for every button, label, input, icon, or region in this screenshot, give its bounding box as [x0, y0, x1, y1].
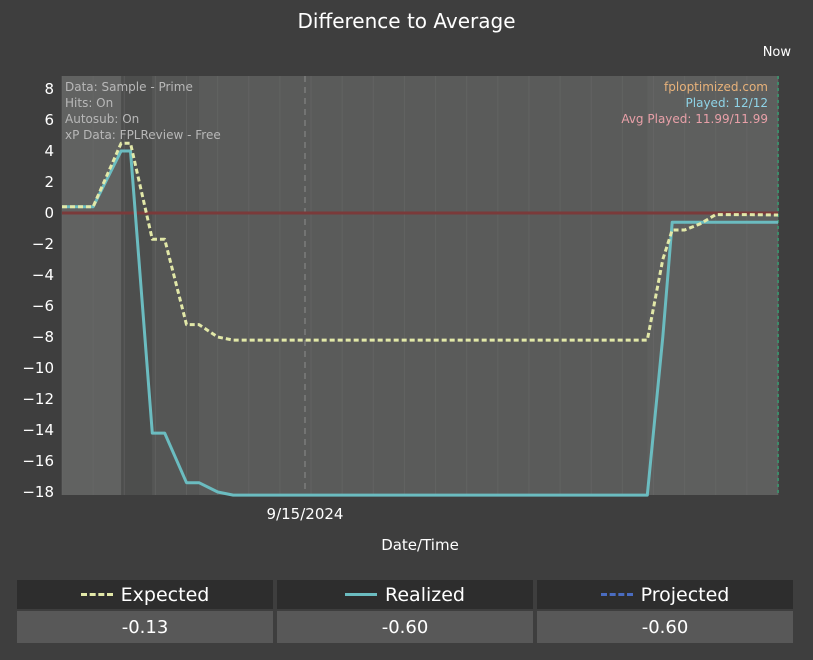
y-tick-label: 2: [44, 173, 54, 191]
y-tick-label: −12: [22, 390, 54, 408]
info-right-line: Avg Played: 11.99/11.99: [621, 112, 768, 126]
legend-label-projected: Projected: [640, 583, 730, 606]
y-tick-label: −18: [22, 483, 54, 501]
y-tick-label: −10: [22, 359, 54, 377]
legend-expected: Expected -0.13: [17, 580, 273, 643]
y-tick-label: −6: [32, 297, 54, 315]
x-axis-label: Date/Time: [381, 536, 459, 554]
series-expected-line: [62, 141, 779, 342]
time-band: [647, 76, 778, 495]
legend-label-expected: Expected: [120, 583, 210, 606]
time-band: [62, 76, 122, 495]
line-chart: 8 6 4 2 0 −2 −4 −6 −8 −10 −12 −14 −16 −18 9/15/2024 Da…: [22, 76, 779, 554]
legend-realized: Realized -0.60: [277, 580, 533, 643]
legend-table: Expected -0.13 Realized -0.60 Projected …: [17, 580, 793, 643]
realized-swatch: [345, 593, 378, 596]
series-realized-line: [62, 149, 778, 497]
y-tick-label: −14: [22, 421, 54, 439]
now-label: Now: [762, 45, 791, 60]
y-tick-label: −16: [22, 452, 54, 470]
info-left-line: Data: Sample - Prime: [65, 80, 193, 94]
info-left-line: Autosub: On: [65, 112, 139, 126]
legend-value-realized: -0.60: [277, 611, 533, 643]
time-band: [121, 76, 153, 495]
legend-projected: Projected -0.60: [537, 580, 793, 643]
y-tick-label: 8: [44, 80, 54, 98]
info-left-line: Hits: On: [65, 96, 113, 110]
chart-title: Difference to Average: [297, 9, 516, 33]
expected-swatch: [80, 593, 113, 596]
projected-swatch: [600, 593, 633, 596]
legend-value-expected: -0.13: [17, 611, 273, 643]
legend-value-projected: -0.60: [537, 611, 793, 643]
y-tick-label: 6: [44, 111, 54, 129]
info-left-line: xP Data: FPLReview - Free: [65, 128, 221, 142]
info-right-line: fploptimized.com: [664, 80, 768, 94]
y-tick-label: 4: [44, 142, 54, 160]
y-tick-label: 0: [44, 204, 54, 222]
legend-label-realized: Realized: [385, 583, 465, 606]
time-band: [198, 76, 648, 495]
y-tick-label: −2: [32, 235, 54, 253]
info-right-line: Played: 12/12: [686, 96, 768, 110]
x-tick-label: 9/15/2024: [267, 505, 344, 523]
y-tick-label: −4: [32, 266, 54, 284]
y-tick-label: −8: [32, 328, 54, 346]
